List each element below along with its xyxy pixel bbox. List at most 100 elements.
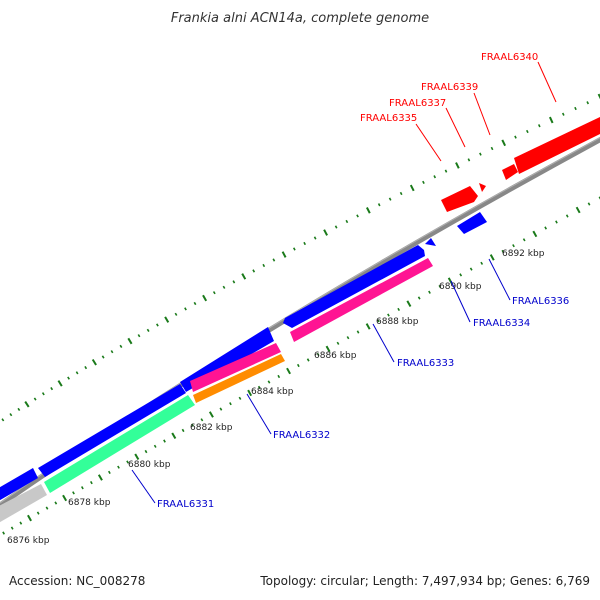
- gene-label-fraal6334[interactable]: FRAAL6334: [473, 318, 530, 329]
- cds-fraal6336[interactable]: [457, 212, 487, 234]
- cds-fraal6340[interactable]: [514, 116, 600, 174]
- cds-small-blue[interactable]: [425, 238, 436, 246]
- inner-ring-tick: [346, 336, 350, 340]
- outer-ring-tick: [422, 180, 425, 184]
- inner-ring-tick: [247, 389, 253, 397]
- inner-ring-tick: [208, 411, 214, 418]
- gene-label-fraal6331[interactable]: FRAAL6331: [157, 499, 214, 510]
- outer-ring-tick: [67, 376, 70, 380]
- leader-fraal6336: [488, 258, 511, 301]
- inner-ring-tick: [575, 206, 581, 214]
- outer-ring-tick: [156, 323, 159, 327]
- outer-ring-tick: [388, 197, 392, 201]
- outer-ring-tick: [174, 312, 178, 316]
- map-title: Frankia alni ACN14a, complete genome: [171, 11, 429, 26]
- kbp-label-6888: 6888 kbp: [376, 317, 419, 327]
- outer-ring-tick: [119, 344, 123, 349]
- gene-label-fraal6339[interactable]: FRAAL6339: [421, 82, 478, 93]
- outer-ring-tick: [561, 112, 565, 116]
- inner-ring-tick: [544, 226, 548, 230]
- gene-label-fraal6332[interactable]: FRAAL6332: [273, 430, 330, 441]
- feature-green: [44, 395, 195, 493]
- gene-label-fraal6336[interactable]: FRAAL6336: [512, 296, 569, 307]
- outer-ring-tick: [514, 135, 517, 139]
- leader-fraal6334: [450, 280, 471, 323]
- inner-ring-tick: [286, 367, 291, 375]
- inner-ring-tick: [81, 486, 84, 490]
- outer-ring-tick: [101, 355, 105, 359]
- outer-ring-tick: [586, 101, 590, 105]
- outer-ring-tick: [467, 158, 471, 162]
- outer-ring-tick: [366, 207, 371, 214]
- kbp-label-6884: 6884 kbp: [251, 387, 294, 397]
- inner-ring-tick: [134, 453, 140, 461]
- inner-ring-tick: [532, 230, 538, 238]
- outer-ring-tick: [193, 301, 197, 306]
- outer-ring-tick: [525, 129, 529, 134]
- kbp-label-6876: 6876 kbp: [7, 536, 50, 546]
- outer-ring-tick: [9, 413, 13, 417]
- cds-fraal6339[interactable]: [502, 164, 518, 180]
- inner-ring-tick: [10, 526, 14, 530]
- outer-ring-tick: [241, 273, 247, 280]
- outer-ring-tick: [57, 380, 63, 387]
- inner-ring-tick: [267, 380, 271, 384]
- outer-ring-tick: [202, 294, 208, 302]
- leader-fraal6332: [246, 393, 272, 435]
- gene-label-fraal6337[interactable]: FRAAL6337: [389, 98, 446, 109]
- outer-ring-tick: [479, 152, 482, 156]
- inner-ring-tick: [72, 491, 75, 495]
- inner-ring-tick: [144, 449, 148, 454]
- inner-ring-tick: [126, 460, 129, 464]
- outer-ring-tick: [323, 229, 328, 236]
- cds-blue-left[interactable]: [0, 468, 38, 503]
- gene-label-fraal6340[interactable]: FRAAL6340: [481, 52, 538, 63]
- outer-ring-tick: [433, 175, 437, 179]
- kbp-label-6878: 6878 kbp: [68, 498, 111, 508]
- outer-ring-tick: [597, 93, 600, 100]
- inner-ring-tick: [117, 465, 120, 469]
- outer-ring-tick: [252, 269, 256, 273]
- outer-ring-tick: [281, 251, 287, 258]
- outer-ring-tick: [444, 169, 448, 173]
- outer-ring-tick: [127, 337, 133, 345]
- cds-fraal6331[interactable]: [38, 384, 186, 477]
- inner-ring-tick: [316, 352, 320, 357]
- outer-ring-tick: [137, 334, 141, 338]
- cds-fraal6335[interactable]: [441, 186, 478, 212]
- outer-ring-tick: [164, 316, 170, 323]
- outer-ring-tick: [41, 392, 45, 396]
- outer-ring-tick: [409, 184, 415, 192]
- outer-ring-tick: [1, 418, 5, 422]
- inner-ring-tick: [229, 402, 232, 406]
- inner-ring-tick: [397, 307, 401, 311]
- outer-ring-tick: [184, 307, 187, 311]
- outer-ring-tick: [91, 358, 97, 366]
- cds-fraal6337[interactable]: [479, 183, 486, 192]
- inner-ring-tick: [325, 345, 331, 353]
- inner-ring-tick: [200, 418, 204, 422]
- feature-orange: [193, 354, 285, 403]
- inner-ring-tick: [501, 249, 505, 254]
- inner-ring-tick: [587, 202, 591, 206]
- gene-label-fraal6335[interactable]: FRAAL6335: [360, 113, 417, 124]
- inner-ring-tick: [306, 358, 310, 362]
- cds-fraal6334[interactable]: [283, 245, 425, 328]
- outer-ring-tick: [345, 219, 349, 224]
- inner-ring-tick: [36, 511, 40, 515]
- inner-ring-tick: [238, 396, 242, 400]
- inner-ring-tick: [257, 385, 261, 390]
- outer-ring-tick: [292, 247, 296, 251]
- outer-ring-tick: [574, 106, 577, 111]
- inner-ring-tick: [365, 323, 371, 330]
- outer-ring-tick: [212, 291, 216, 295]
- inner-ring-tick: [54, 501, 58, 505]
- outer-ring-tick: [222, 285, 226, 289]
- outer-ring-tick: [33, 397, 37, 401]
- leader-fraal6337: [445, 107, 466, 148]
- outer-ring-tick: [232, 280, 236, 284]
- outer-ring-tick: [146, 328, 150, 333]
- outer-ring-tick: [377, 203, 381, 207]
- gene-label-fraal6333[interactable]: FRAAL6333: [397, 358, 454, 369]
